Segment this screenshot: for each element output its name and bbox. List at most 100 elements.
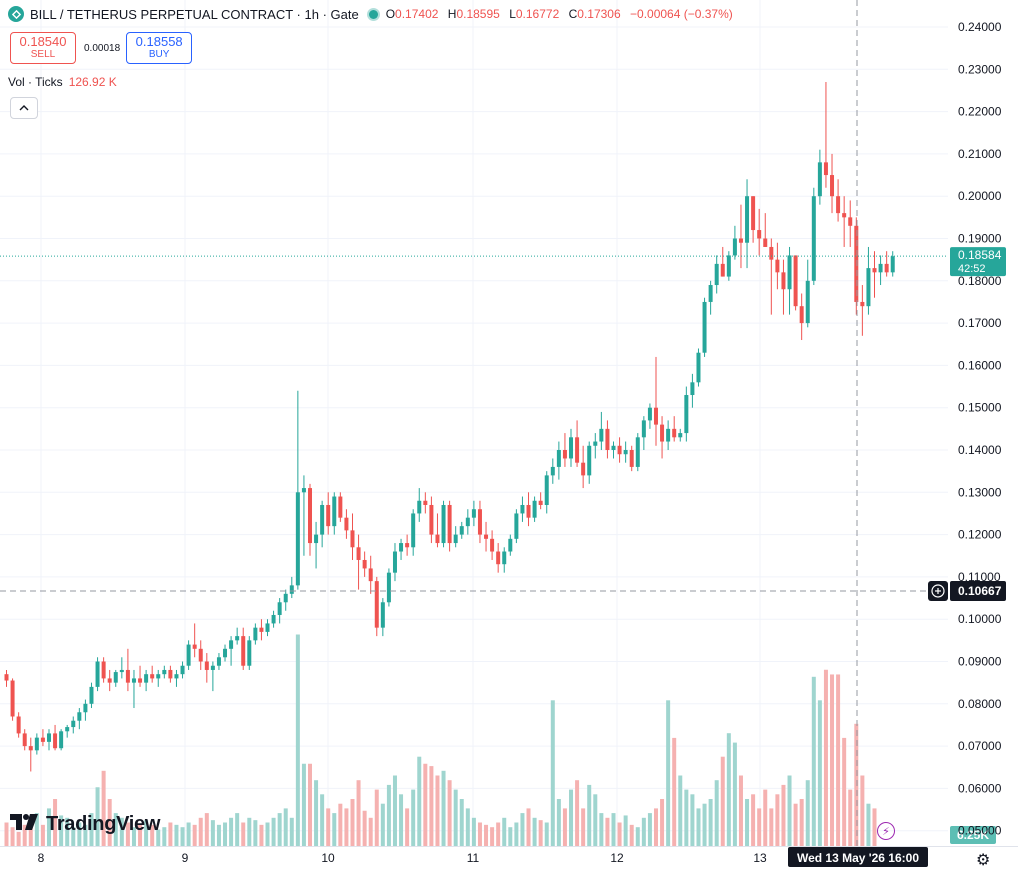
candle-body (708, 285, 713, 302)
volume-bar (301, 763, 306, 846)
candle (811, 187, 816, 286)
volume-legend[interactable]: Vol · Ticks 126.92 K (8, 75, 117, 89)
candle (830, 153, 835, 214)
volume-bar (174, 824, 179, 846)
candle-body (119, 669, 124, 673)
tradingview-logo[interactable]: TradingView (10, 813, 160, 836)
candle (726, 251, 731, 281)
candle (326, 492, 331, 535)
candle-body (884, 263, 889, 273)
symbol-title[interactable]: BILL / TETHERUS PERPETUAL CONTRACT · 1h … (30, 6, 359, 22)
candle-body (265, 623, 270, 632)
volume-bar (320, 794, 325, 846)
volume-bar (125, 822, 130, 846)
candle-body (223, 648, 228, 658)
candle-body (386, 572, 391, 603)
candle-body (793, 255, 798, 307)
candle (59, 729, 64, 751)
volume-bar (465, 808, 470, 846)
candle (678, 428, 683, 442)
volume-bar (380, 803, 385, 846)
candle (623, 441, 628, 463)
candle-body (144, 674, 149, 683)
volume-bar (338, 803, 343, 846)
candle (247, 636, 252, 670)
volume-bar (77, 822, 82, 846)
volume-bar (83, 824, 88, 846)
candle-body (16, 716, 21, 734)
candle-body (811, 196, 816, 281)
volume-bar (799, 799, 804, 846)
candle (380, 598, 385, 637)
volume-bar (247, 817, 252, 846)
candle (447, 500, 452, 552)
volume-bar (702, 803, 707, 846)
volume-bar (289, 817, 294, 846)
candle (89, 682, 94, 709)
candle (162, 665, 167, 679)
candle-body (338, 496, 343, 518)
candle-body (660, 424, 665, 442)
candle (4, 669, 9, 687)
sell-button[interactable]: 0.18540 SELL (10, 32, 76, 64)
volume-bar (660, 799, 665, 846)
candle (16, 712, 21, 738)
candle (277, 598, 282, 624)
candle (156, 669, 161, 687)
candle-body (22, 733, 27, 747)
buy-button[interactable]: 0.18558 BUY (126, 32, 193, 64)
candle-body (314, 534, 319, 544)
candle (890, 251, 895, 277)
candle (471, 500, 476, 527)
candle-body (180, 665, 185, 675)
gear-icon[interactable]: ⚙ (976, 852, 991, 869)
candle-body (757, 230, 762, 239)
candle-body (848, 217, 853, 226)
volume-bar (10, 827, 15, 846)
candle (374, 576, 379, 637)
candle-body (241, 636, 246, 666)
candle-body (872, 268, 877, 273)
volume-bar (647, 813, 652, 846)
candle-body (259, 627, 264, 632)
volume-bar (781, 784, 786, 846)
candle-body (860, 301, 865, 307)
candle-body (830, 175, 835, 197)
lightning-icon[interactable]: ⚡ (877, 822, 895, 840)
candle-body (71, 720, 76, 728)
candle-body (714, 263, 719, 286)
volume-bar (344, 808, 349, 846)
candle-body (417, 500, 422, 514)
volume-bar (817, 700, 822, 846)
candle (46, 729, 51, 751)
volume-bar (666, 700, 671, 846)
volume-bar (811, 676, 816, 846)
candle (53, 724, 58, 751)
candle-body (532, 500, 537, 518)
candle-body (441, 504, 446, 544)
candle (514, 509, 519, 544)
candle (210, 661, 215, 692)
candle-body (380, 602, 385, 628)
volume-bar (186, 822, 191, 846)
candle-body (356, 547, 361, 560)
candle-body (192, 644, 197, 649)
volume-bar (720, 756, 725, 846)
volume-bar (399, 794, 404, 846)
candle-body (623, 450, 628, 455)
candle (884, 251, 889, 277)
volume-bar (684, 789, 689, 846)
candle-body (508, 538, 513, 552)
candle-body (823, 162, 828, 176)
collapse-legend-button[interactable] (10, 97, 38, 119)
candle (411, 509, 416, 556)
candle (854, 217, 859, 315)
candle (757, 208, 762, 256)
candle-body (59, 731, 64, 749)
candle-body (150, 674, 155, 679)
candle-body (447, 504, 452, 544)
candle-body (53, 733, 58, 749)
candle (28, 737, 33, 772)
candle-body (787, 255, 792, 290)
